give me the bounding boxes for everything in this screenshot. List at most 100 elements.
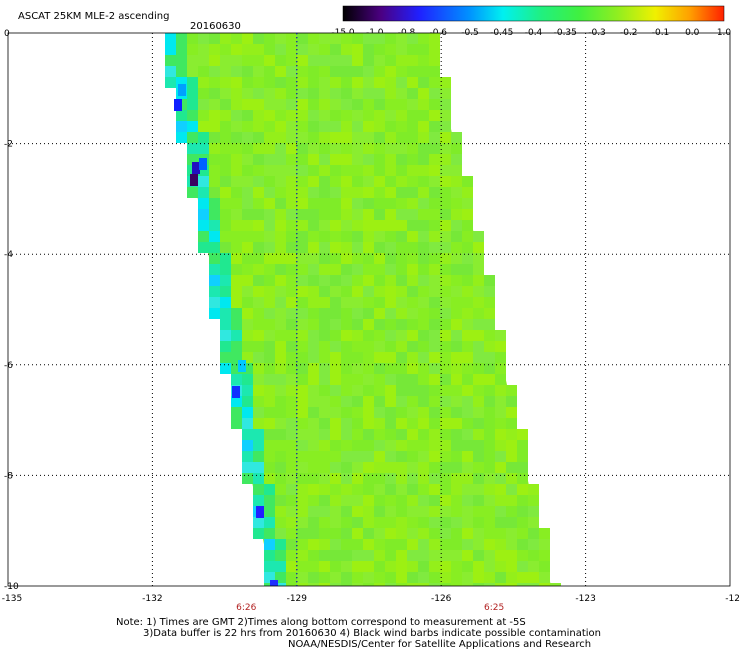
swath-cell [286, 88, 297, 99]
swath-cell [429, 495, 440, 506]
swath-cell [198, 143, 209, 154]
swath-cell [407, 143, 418, 154]
swath-cell [473, 396, 484, 407]
swath-cell [286, 396, 297, 407]
swath-cell [209, 33, 220, 44]
swath-cell [308, 517, 319, 528]
swath-cell [330, 286, 341, 297]
swath-cell [220, 275, 231, 286]
swath-cell [297, 407, 308, 418]
swath-cell [286, 473, 297, 484]
swath-cell [363, 583, 374, 586]
swath-cell [473, 330, 484, 341]
swath-cell [231, 231, 242, 242]
swath-cell [209, 286, 220, 297]
swath-cell [341, 418, 352, 429]
swath-cell [495, 396, 506, 407]
swath-cell [396, 99, 407, 110]
swath-cell [440, 165, 451, 176]
swath-cell [286, 143, 297, 154]
swath-cell [319, 407, 330, 418]
swath-cell [451, 374, 462, 385]
swath-cell [231, 264, 242, 275]
swath-cell [231, 55, 242, 66]
swath-cell [374, 286, 385, 297]
swath-cell [231, 143, 242, 154]
swath-cell [385, 176, 396, 187]
swath-cell [308, 495, 319, 506]
swath-cell [220, 132, 231, 143]
swath-cell [495, 462, 506, 473]
swath-cell [220, 88, 231, 99]
swath-cell [319, 88, 330, 99]
swath-cell [396, 484, 407, 495]
swath-cell [374, 143, 385, 154]
swath-cell [264, 99, 275, 110]
swath-cell [297, 77, 308, 88]
swath-cell [319, 385, 330, 396]
swath-cell [418, 154, 429, 165]
swath-cell [275, 484, 286, 495]
swath-cell [429, 275, 440, 286]
swath-cell [473, 583, 484, 586]
swath-cell [385, 374, 396, 385]
swath-cell [242, 473, 253, 484]
swath-cell [517, 451, 528, 462]
swath-cell [385, 198, 396, 209]
swath-cell [264, 165, 275, 176]
swath-cell [528, 572, 539, 583]
swath-cell [264, 396, 275, 407]
swath-cell [297, 330, 308, 341]
y-tick-label: -2 [4, 140, 13, 150]
swath-cell [352, 462, 363, 473]
swath-cell [341, 110, 352, 121]
swath-cell [517, 561, 528, 572]
swath-cell [198, 55, 209, 66]
swath-cell [341, 209, 352, 220]
swath-cell [385, 44, 396, 55]
swath-cell [275, 396, 286, 407]
swath-cell [396, 231, 407, 242]
swath-cell [374, 572, 385, 583]
swath-cell [209, 253, 220, 264]
swath-cell [264, 187, 275, 198]
swath-cell [242, 66, 253, 77]
swath-cell [264, 242, 275, 253]
swath-cell [429, 44, 440, 55]
swath-cell [330, 330, 341, 341]
swath-cell [286, 132, 297, 143]
swath-cell [308, 352, 319, 363]
swath-cell [220, 154, 231, 165]
swath-cell [308, 539, 319, 550]
swath-cell [396, 550, 407, 561]
swath-cell [407, 517, 418, 528]
swath-cell [330, 407, 341, 418]
swath-cell [418, 374, 429, 385]
swath-cell [198, 99, 209, 110]
swath-cell [192, 162, 200, 174]
swath-cell [242, 319, 253, 330]
swath-cell [363, 308, 374, 319]
swath-cell [462, 550, 473, 561]
swath-cell [363, 473, 374, 484]
swath-cell [352, 187, 363, 198]
swath-cell [418, 165, 429, 176]
swath-cell [330, 176, 341, 187]
swath-cell [484, 297, 495, 308]
swath-cell [319, 121, 330, 132]
swath-cell [429, 121, 440, 132]
swath-cell [308, 396, 319, 407]
swath-cell [231, 407, 242, 418]
swath-cell [352, 363, 363, 374]
swath-cell [473, 363, 484, 374]
swath-cell [451, 440, 462, 451]
swath-cell [528, 495, 539, 506]
swath-cell [319, 165, 330, 176]
swath-cell [396, 374, 407, 385]
swath-cell [286, 341, 297, 352]
swath-cell [363, 506, 374, 517]
swath-cell [319, 99, 330, 110]
swath-cell [418, 220, 429, 231]
swath-cell [352, 506, 363, 517]
swath-cell [264, 154, 275, 165]
